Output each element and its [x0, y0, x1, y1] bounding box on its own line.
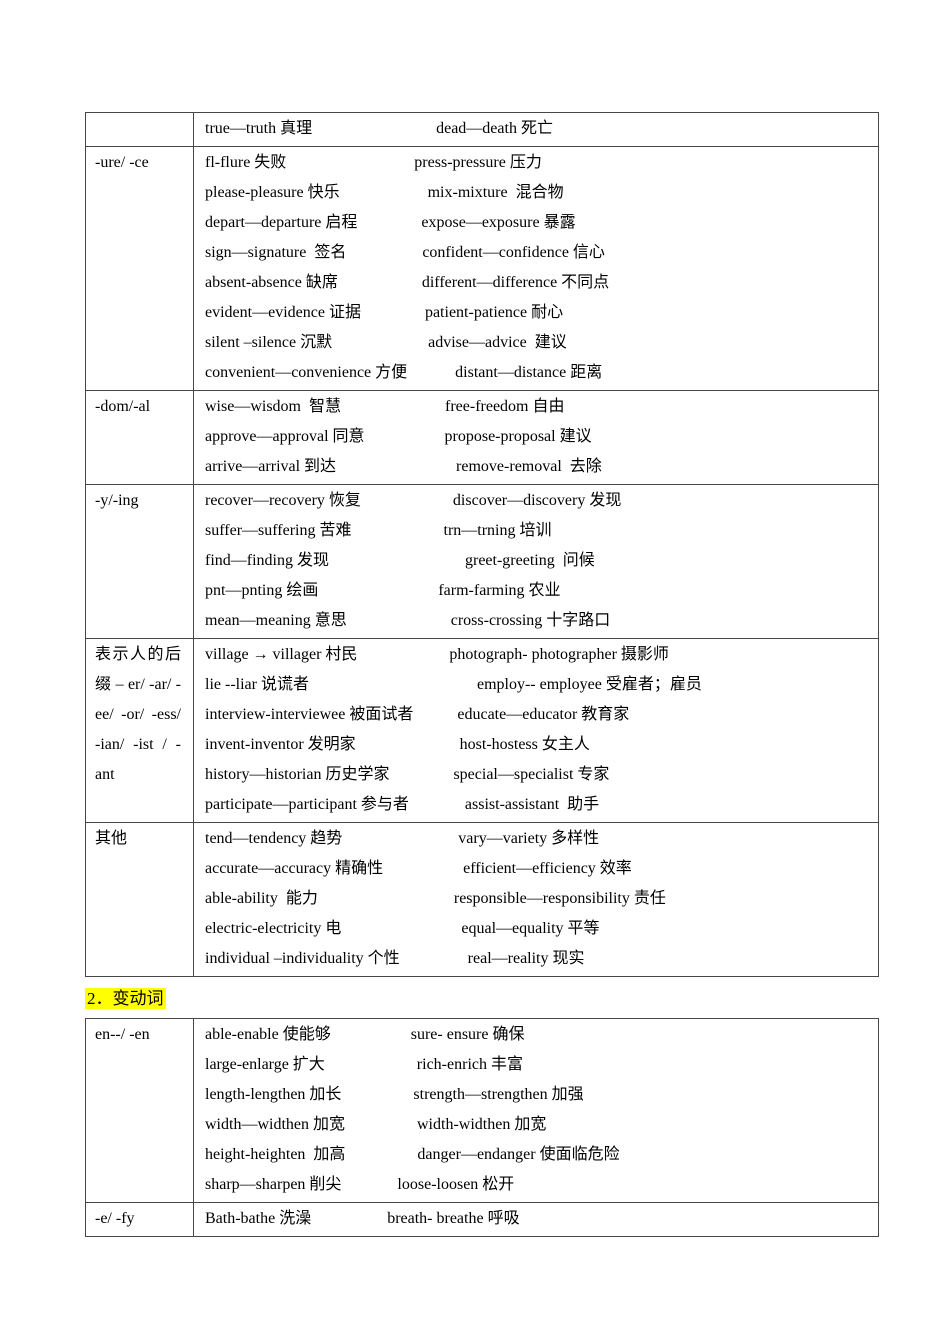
word-pair-line: approve—approval 同意 propose-proposal 建议 [205, 428, 592, 445]
suffix-label-cell: -ure/ -ce [85, 146, 194, 391]
word-pair-line: village → villager 村民 photograph- photog… [205, 646, 669, 663]
word-pair-line: interview-interviewee 被面试者 educate—educa… [205, 706, 630, 723]
word-pair-line: please-pleasure 快乐 mix-mixture 混合物 [205, 184, 564, 201]
word-pair-line: sharp—sharpen 削尖 loose-loosen 松开 [205, 1176, 515, 1193]
word-pair-line: suffer—suffering 苦难 trn—trning 培训 [205, 522, 552, 539]
word-pair-line: evident—evidence 证据 patient-patience 耐心 [205, 304, 564, 321]
suffix-label: -dom/-al [95, 398, 151, 415]
word-pair-line: find—finding 发现 greet-greeting 问候 [205, 552, 595, 569]
word-pair-line: silent –silence 沉默 advise—advice 建议 [205, 334, 567, 351]
word-pair-line: arrive—arrival 到达 remove-removal 去除 [205, 458, 602, 475]
suffix-label-cell: -y/-ing [85, 484, 194, 639]
word-pair-line: wise—wisdom 智慧 free-freedom 自由 [205, 398, 565, 415]
word-pair-line: accurate—accuracy 精确性 efficient—efficien… [205, 860, 632, 877]
table-row-person-suffixes: 表示人的后缀 – er/ -ar/ -ee/ -or/ -ess/ -ian/ … [85, 638, 879, 823]
examples-cell: village → villager 村民 photograph- photog… [193, 638, 879, 823]
table-row-en-en: en--/ -en able-enable 使能够 sure- ensure 确… [85, 1018, 879, 1203]
examples-cell: able-enable 使能够 sure- ensure 确保 large-en… [193, 1018, 879, 1203]
word-pair-line: history—historian 历史学家 special—specialis… [205, 766, 610, 783]
verb-suffix-table: en--/ -en able-enable 使能够 sure- ensure 确… [85, 1018, 879, 1237]
suffix-label-cell: 其他 [85, 822, 194, 977]
word-pair-line: absent-absence 缺席 different—difference 不… [205, 274, 610, 291]
word-pair-line: height-heighten 加高 danger—endanger 使面临危险 [205, 1146, 620, 1163]
suffix-label: -ure/ -ce [95, 154, 149, 171]
examples-cell: recover—recovery 恢复 discover—discovery 发… [193, 484, 879, 639]
suffix-label-cell: en--/ -en [85, 1018, 194, 1203]
word-pair-line: length-lengthen 加长 strength—strengthen 加… [205, 1086, 584, 1103]
table-row-ure-ce: -ure/ -ce fl-flure 失败 press-pressure 压力 … [85, 146, 879, 391]
word-pair-line: pnt—pnting 绘画 farm-farming 农业 [205, 582, 561, 599]
examples-cell: fl-flure 失败 press-pressure 压力 please-ple… [193, 146, 879, 391]
suffix-label: 其他 [95, 830, 128, 847]
examples-cell: true—truth 真理 dead—death 死亡 [193, 112, 879, 147]
word-pair-line: convenient—convenience 方便 distant—distan… [205, 364, 603, 381]
word-pair-line: electric-electricity 电 equal—equality 平等 [205, 920, 600, 937]
word-pair-line: depart—departure 启程 expose—exposure 暴露 [205, 214, 576, 231]
word-pair-line: tend—tendency 趋势 vary—variety 多样性 [205, 830, 600, 847]
word-pair-line: lie --liar 说谎者 employ-- employee 受雇者；雇员 [205, 676, 702, 693]
word-pair-line: fl-flure 失败 press-pressure 压力 [205, 154, 542, 171]
word-pair-line: sign—signature 签名 confident—confidence 信… [205, 244, 605, 261]
suffix-label-cell [85, 112, 194, 147]
word-pair-line: width—widthen 加宽 width-widthen 加宽 [205, 1116, 547, 1133]
table-row-y-ing: -y/-ing recover—recovery 恢复 discover—dis… [85, 484, 879, 639]
table-row-continuation: true—truth 真理 dead—death 死亡 [85, 112, 879, 147]
word-pair-line: recover—recovery 恢复 discover—discovery 发… [205, 492, 622, 509]
suffix-label: 表示人的后缀 – er/ -ar/ -ee/ -or/ -ess/ -ian/ … [95, 646, 181, 783]
table-row-e-fy: -e/ -fy Bath-bathe 洗澡 breath- breathe 呼吸 [85, 1202, 879, 1237]
word-pair-line: large-enlarge 扩大 rich-enrich 丰富 [205, 1056, 523, 1073]
suffix-label: en--/ -en [95, 1026, 150, 1043]
section-heading-text: 2．变动词 [85, 988, 166, 1009]
word-pair-line: mean—meaning 意思 cross-crossing 十字路口 [205, 612, 611, 629]
suffix-label: -e/ -fy [95, 1210, 135, 1227]
word-pair-line: able-ability 能力 responsible—responsibili… [205, 890, 666, 907]
word-pair-line: invent-inventor 发明家 host-hostess 女主人 [205, 736, 590, 753]
suffix-label-cell: 表示人的后缀 – er/ -ar/ -ee/ -or/ -ess/ -ian/ … [85, 638, 194, 823]
word-pair-line: true—truth 真理 dead—death 死亡 [205, 120, 553, 137]
examples-cell: tend—tendency 趋势 vary—variety 多样性 accura… [193, 822, 879, 977]
suffix-label-cell: -e/ -fy [85, 1202, 194, 1237]
suffix-label: -y/-ing [95, 492, 139, 509]
noun-suffix-table: true—truth 真理 dead—death 死亡 -ure/ -ce fl… [85, 112, 879, 977]
word-pair-line: able-enable 使能够 sure- ensure 确保 [205, 1026, 525, 1043]
table-row-other: 其他 tend—tendency 趋势 vary—variety 多样性 acc… [85, 822, 879, 977]
examples-cell: wise—wisdom 智慧 free-freedom 自由 approve—a… [193, 390, 879, 485]
suffix-label-cell: -dom/-al [85, 390, 194, 485]
word-pair-line: Bath-bathe 洗澡 breath- breathe 呼吸 [205, 1210, 520, 1227]
word-pair-line: participate—participant 参与者 assist-assis… [205, 796, 600, 813]
examples-cell: Bath-bathe 洗澡 breath- breathe 呼吸 [193, 1202, 879, 1237]
word-pair-line: individual –individuality 个性 real—realit… [205, 950, 585, 967]
table-row-dom-al: -dom/-al wise—wisdom 智慧 free-freedom 自由 … [85, 390, 879, 485]
section-heading: 2．变动词 [85, 986, 950, 1011]
